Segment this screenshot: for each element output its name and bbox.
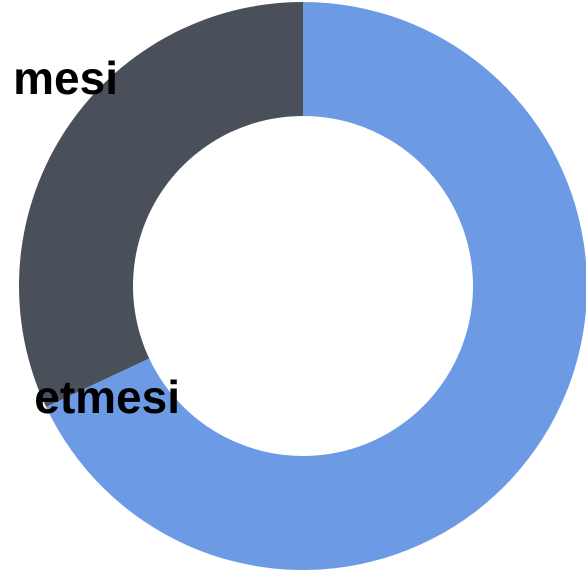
slice-label-blue: etmesi bbox=[34, 371, 180, 423]
slices-group bbox=[18, 2, 586, 570]
slice-label-dark: mesi bbox=[13, 52, 118, 104]
donut-slice-1 bbox=[18, 2, 303, 407]
donut-slice-0 bbox=[46, 2, 586, 570]
